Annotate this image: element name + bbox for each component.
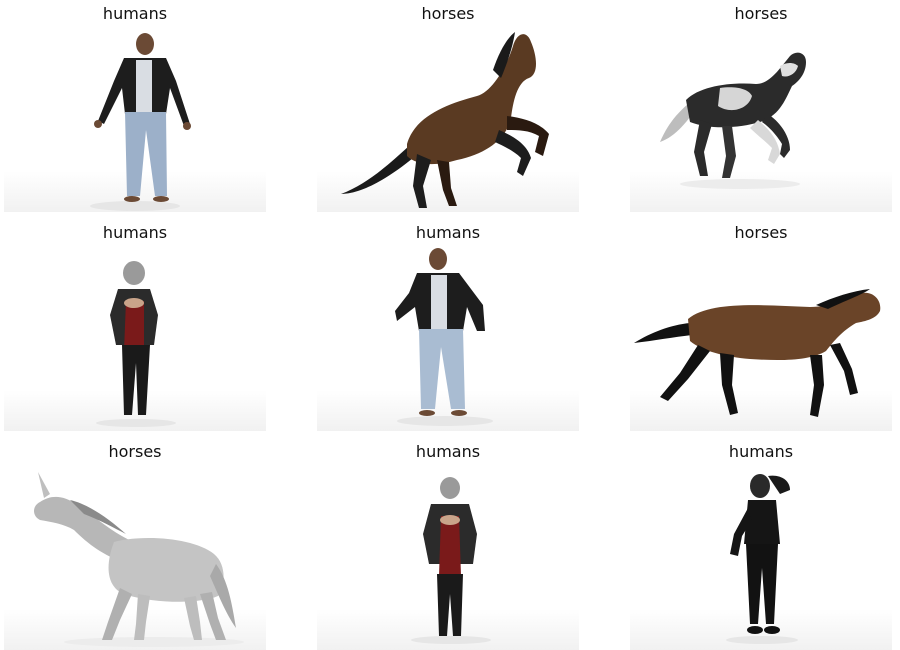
panel-9: humans	[626, 438, 896, 650]
panel-4: humans	[0, 219, 270, 431]
panel-8: humans	[313, 438, 583, 650]
panel-title: humans	[415, 223, 481, 242]
panel-title: horses	[108, 442, 162, 461]
panel-5: humans	[313, 219, 583, 431]
panel-2: horses	[313, 0, 583, 212]
horse-image	[317, 26, 579, 212]
panel-1: humans	[0, 0, 270, 212]
human-figure-image	[317, 245, 579, 431]
human-figure-image	[4, 245, 266, 431]
panel-title: horses	[734, 223, 788, 242]
panel-title: horses	[421, 4, 475, 23]
human-figure-image	[317, 464, 579, 650]
human-figure-image	[4, 26, 266, 212]
panel-title: humans	[415, 442, 481, 461]
panel-7: horses	[0, 438, 270, 650]
horse-image	[630, 245, 892, 431]
horse-image	[630, 26, 892, 212]
panel-title: horses	[734, 4, 788, 23]
panel-6: horses	[626, 219, 896, 431]
unicorn-image	[4, 464, 266, 650]
human-figure-image	[630, 464, 892, 650]
panel-3: horses	[626, 0, 896, 212]
panel-title: humans	[102, 4, 168, 23]
panel-title: humans	[728, 442, 794, 461]
panel-title: humans	[102, 223, 168, 242]
